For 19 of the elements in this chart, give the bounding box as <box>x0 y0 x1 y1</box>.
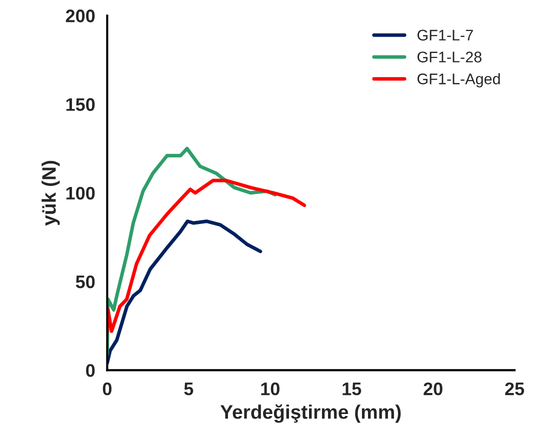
y-tick-label: 0 <box>86 364 95 377</box>
y-axis-title: yük (N) <box>42 160 60 226</box>
x-tick-label: 15 <box>342 382 362 396</box>
y-tick-label: 100 <box>66 186 95 200</box>
legend-label: GF1-L-28 <box>418 52 482 62</box>
y-tick-label: 200 <box>66 10 95 22</box>
legend-label: GF1-L-Aged <box>418 73 500 88</box>
line-series <box>107 178 306 333</box>
x-tick-label: 10 <box>261 382 280 396</box>
legend-label: GF1-L-7 <box>418 30 473 41</box>
line-series <box>107 146 277 356</box>
x-tick-label: 0 <box>102 382 112 396</box>
x-axis-title: Yerdeğiştirme (mm) <box>220 404 401 423</box>
y-tick-label: 150 <box>66 98 95 111</box>
line-series <box>107 220 262 365</box>
x-tick-label: 25 <box>505 382 524 396</box>
y-tick-label: 50 <box>76 275 95 288</box>
x-tick-label: 20 <box>424 382 442 396</box>
x-tick-label: 5 <box>184 382 194 396</box>
